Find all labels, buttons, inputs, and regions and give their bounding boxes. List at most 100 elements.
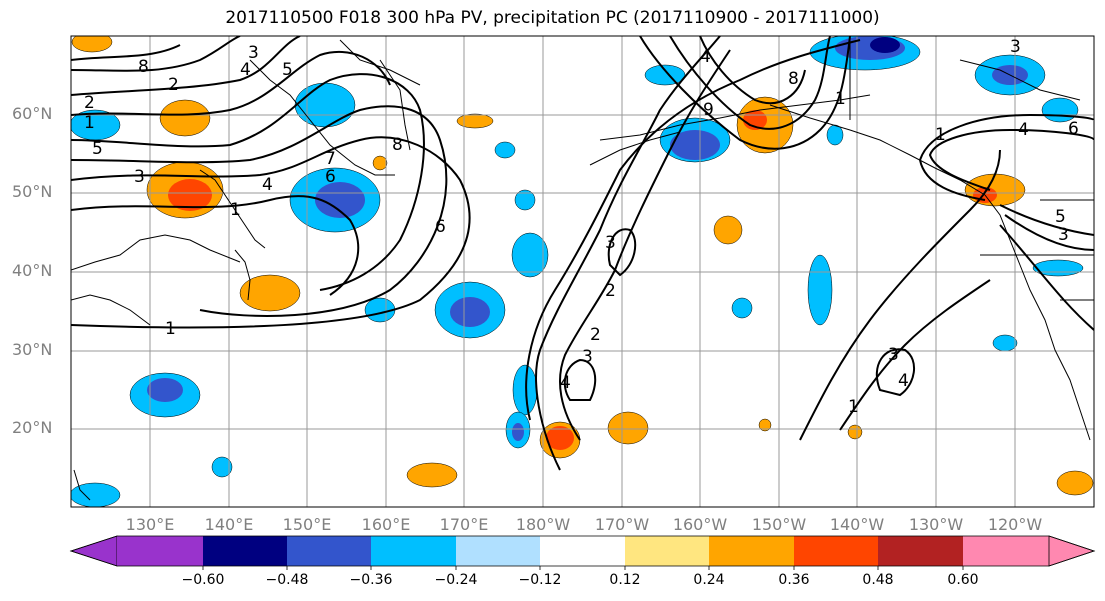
precip-anomaly xyxy=(239,274,301,312)
precip-anomaly xyxy=(670,130,720,160)
colorbar-segment xyxy=(625,536,709,566)
colorbar-tick-label: 0.36 xyxy=(778,572,810,588)
colorbar-segment xyxy=(117,536,203,566)
contour-label: 1 xyxy=(835,89,846,109)
precip-anomaly xyxy=(450,297,490,327)
contour-label: 1 xyxy=(230,200,241,220)
map-title: 2017110500 F018 300 hPa PV, precipitatio… xyxy=(225,8,880,28)
contour-label: 1 xyxy=(165,319,176,339)
colorbar-segment xyxy=(371,536,456,566)
colorbar-segment xyxy=(878,536,963,566)
colorbar-tick-label: 0.12 xyxy=(609,572,641,588)
longitude-label: 150°W xyxy=(751,515,807,534)
contour-label: 4 xyxy=(240,60,251,80)
colorbar-segment xyxy=(794,536,878,566)
colorbar-tick-label: −0.12 xyxy=(518,572,562,588)
colorbar-tick-label: 0.24 xyxy=(693,572,725,588)
precip-anomaly xyxy=(406,462,458,488)
precip-anomaly xyxy=(992,334,1018,352)
contour-labels: 8 3 4 5 2 1 5 3 4 1 6 7 8 6 2 3 8 9 4 1 … xyxy=(84,37,1079,417)
longitude-label: 180°W xyxy=(515,515,571,534)
precip-anomaly xyxy=(456,113,494,129)
colorbar-tick-label: −0.36 xyxy=(349,572,393,588)
latitude-label: 60°N xyxy=(12,104,53,123)
precip-anomaly xyxy=(71,36,113,53)
contour-label: 5 xyxy=(92,139,103,159)
longitude-label: 140°W xyxy=(829,515,885,534)
precip-anomaly xyxy=(546,426,574,450)
longitude-label: 120°W xyxy=(987,515,1043,534)
colorbar-segment xyxy=(963,536,1049,566)
colorbar-tick-label: −0.48 xyxy=(265,572,309,588)
precip-anomaly xyxy=(211,456,233,478)
precip-anomaly xyxy=(372,155,388,171)
contour-label: 2 xyxy=(605,281,616,301)
contour-label: 3 xyxy=(134,167,145,187)
contour-label: 5 xyxy=(1055,207,1066,227)
longitude-label: 160°E xyxy=(361,515,411,534)
latitude-label: 40°N xyxy=(12,261,53,280)
longitude-label: 150°E xyxy=(282,515,332,534)
precip-anomaly xyxy=(807,254,833,326)
contour-label: 8 xyxy=(788,69,799,89)
contour-label: 7 xyxy=(325,149,336,169)
colorbar xyxy=(69,535,1096,570)
precip-anomaly xyxy=(758,418,772,432)
colorbar-tick-label: −0.60 xyxy=(181,572,225,588)
precip-anomaly xyxy=(964,173,1026,207)
colorbar-extend-low xyxy=(69,535,118,567)
precip-anomaly xyxy=(168,179,212,211)
contour-label: 6 xyxy=(435,217,446,237)
precip-anomaly xyxy=(71,482,121,507)
contour-label: 9 xyxy=(703,100,714,120)
precip-anomaly xyxy=(315,182,365,218)
colorbar-segment xyxy=(709,536,794,566)
precip-anomaly xyxy=(512,364,538,416)
contour-label: 4 xyxy=(1018,120,1029,140)
contour-label: 4 xyxy=(898,371,909,391)
contour-label: 3 xyxy=(248,43,259,63)
precip-anomaly xyxy=(1056,470,1094,496)
contour-label: 1 xyxy=(848,397,859,417)
latitude-label: 50°N xyxy=(12,182,53,201)
precip-shading xyxy=(71,36,1094,507)
precip-anomaly xyxy=(512,423,524,441)
precip-anomaly xyxy=(159,99,211,137)
contour-label: 4 xyxy=(560,373,571,393)
contour-label: 1 xyxy=(935,125,946,145)
latitude-label: 20°N xyxy=(12,418,53,437)
colorbar-segment xyxy=(203,536,287,566)
longitude-label: 130°W xyxy=(908,515,964,534)
precip-anomaly xyxy=(847,424,863,440)
pv-contours xyxy=(71,36,1094,471)
latitude-label: 30°N xyxy=(12,340,53,359)
contour-label: 1 xyxy=(84,113,95,133)
precip-anomaly xyxy=(511,232,549,278)
precip-anomaly xyxy=(147,378,183,402)
coastlines xyxy=(71,39,1094,501)
contour-label: 8 xyxy=(392,135,403,155)
precip-anomaly xyxy=(713,215,743,245)
colorbar-segment xyxy=(287,536,371,566)
plot-frame xyxy=(70,35,1095,508)
contour-label: 3 xyxy=(605,233,616,253)
contour-label: 3 xyxy=(582,347,593,367)
contour-label: 8 xyxy=(138,57,149,77)
colorbar-tick-label: −0.24 xyxy=(434,572,478,588)
contour-label: 4 xyxy=(700,47,711,67)
colorbar-segment xyxy=(540,536,625,566)
contour-label: 2 xyxy=(590,325,601,345)
contour-label: 2 xyxy=(168,75,179,95)
contour-label: 5 xyxy=(282,60,293,80)
colorbar-outline xyxy=(69,535,1096,567)
colorbar-tick-label: 0.60 xyxy=(947,572,979,588)
longitude-label: 170°W xyxy=(594,515,650,534)
longitude-label: 170°E xyxy=(439,515,489,534)
contour-label: 3 xyxy=(1010,37,1021,57)
longitude-label: 130°E xyxy=(125,515,175,534)
contour-label: 6 xyxy=(1068,119,1079,139)
colorbar-segment xyxy=(456,536,540,566)
precip-anomaly xyxy=(731,297,753,319)
precip-anomaly xyxy=(607,411,649,445)
